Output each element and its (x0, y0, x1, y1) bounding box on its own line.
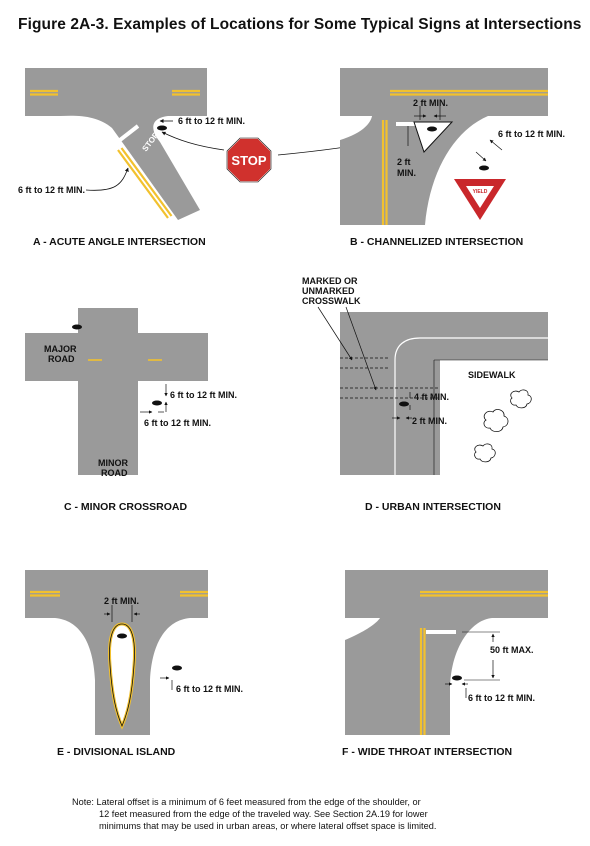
panel-c-road (25, 308, 208, 475)
panel-f-dim-max: 50 ft MAX. (490, 645, 534, 655)
stop-sign-icon: STOP (226, 137, 272, 183)
stop-sign-text: STOP (231, 153, 266, 168)
panel-a-offset-top: 6 ft to 12 ft MIN. (178, 116, 245, 126)
panel-b-offset: 6 ft to 12 ft MIN. (498, 129, 565, 139)
panel-a-offset-left: 6 ft to 12 ft MIN. (18, 185, 85, 195)
panel-c-minor-1: MINOR (98, 458, 128, 468)
tree-icon (474, 389, 532, 463)
panel-c-major-1: MAJOR (44, 344, 77, 354)
panel-e-sign2-icon (172, 665, 182, 671)
panel-b-road (340, 68, 548, 225)
note-line-3: minimums that may be used in urban areas… (99, 821, 437, 831)
panel-a-caption: A - ACUTE ANGLE INTERSECTION (33, 236, 206, 248)
panel-d-dim-1: 4 ft MIN. (414, 392, 449, 402)
panel-d-crosswalk-3: CROSSWALK (302, 296, 361, 306)
figure-title: Figure 2A-3. Examples of Locations for S… (18, 16, 582, 33)
panel-d-dim-2: 2 ft MIN. (412, 416, 447, 426)
panel-c-sign2-icon (152, 400, 162, 406)
panel-d-sign-icon (399, 401, 409, 407)
panel-e-caption: E - DIVISIONAL ISLAND (57, 746, 176, 758)
panel-b-channelized: 2 ft MIN. 2 ft MIN. 6 ft to 12 ft MIN. Y… (340, 68, 565, 248)
panel-e-dim-top: 2 ft MIN. (104, 596, 139, 606)
panel-f-road (345, 570, 548, 735)
figure-note: Note: Lateral offset is a minimum of 6 f… (72, 796, 532, 832)
note-line-1: Note: Lateral offset is a minimum of 6 f… (72, 797, 421, 807)
panel-a-road (25, 68, 207, 220)
panel-e-divisional: 2 ft MIN. 6 ft to 12 ft MIN. E - DIVISIO… (25, 570, 243, 758)
panel-b-sign-icon (427, 126, 437, 132)
note-line-2: 12 feet measured from the edge of the tr… (99, 809, 428, 819)
panel-d-urban: MARKED OR UNMARKED CROSSWALK SIDEWALK 4 … (302, 276, 548, 513)
panel-e-offset: 6 ft to 12 ft MIN. (176, 684, 243, 694)
panel-a-sign-icon (157, 125, 167, 131)
panel-c-major-2: ROAD (48, 354, 75, 364)
panel-f-wide-throat: 50 ft MAX. 6 ft to 12 ft MIN. F - WIDE T… (342, 570, 548, 758)
panel-b-caption: B - CHANNELIZED INTERSECTION (350, 236, 523, 248)
yield-sign-icon: YIELD (454, 179, 506, 220)
panel-d-crosswalk-2: UNMARKED (302, 286, 355, 296)
yield-sign-text: YIELD (473, 189, 488, 195)
panel-f-caption: F - WIDE THROAT INTERSECTION (342, 746, 512, 758)
panel-f-offset: 6 ft to 12 ft MIN. (468, 693, 535, 703)
panel-c-sign1-icon (72, 324, 82, 330)
panel-b-dim-top: 2 ft MIN. (413, 98, 448, 108)
panel-b-sign2-icon (479, 165, 489, 171)
panel-b-dim-side-1: 2 ft (397, 157, 411, 167)
panel-c-minor-2: ROAD (101, 468, 128, 478)
panel-d-caption: D - URBAN INTERSECTION (365, 501, 501, 513)
panel-b-dim-side-2: MIN. (397, 168, 416, 178)
panel-c-minor-crossroad: MAJOR ROAD MINOR ROAD 6 ft to 12 ft MIN.… (25, 308, 237, 513)
panel-c-offset-2: 6 ft to 12 ft MIN. (144, 418, 211, 428)
panel-a-acute-angle: STOP 6 ft to 12 ft MIN. 6 ft to 12 ft MI… (18, 68, 245, 248)
panel-e-sign-icon (117, 633, 127, 639)
panel-d-crosswalk-1: MARKED OR (302, 276, 358, 286)
panel-d-sidewalk: SIDEWALK (468, 370, 516, 380)
panel-d-road (340, 312, 548, 475)
panel-c-offset-1: 6 ft to 12 ft MIN. (170, 390, 237, 400)
panel-c-caption: C - MINOR CROSSROAD (64, 501, 188, 513)
panel-b-island (413, 121, 454, 153)
panel-f-sign-icon (452, 675, 462, 681)
